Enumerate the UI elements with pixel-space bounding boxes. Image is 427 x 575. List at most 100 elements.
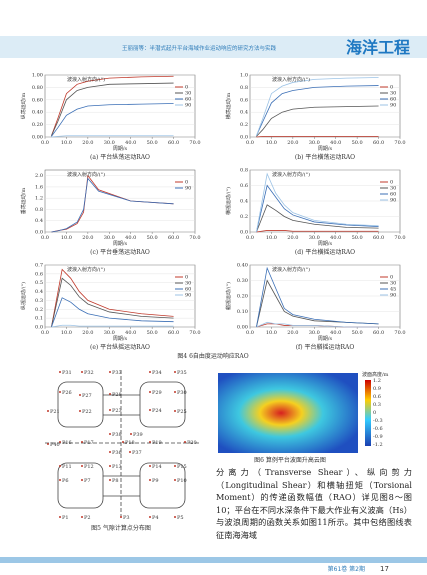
x-tick-label: 40.0 bbox=[125, 140, 136, 146]
y-axis-label: 纵摇运动/(°) bbox=[20, 282, 27, 310]
x-tick-label: 30.0 bbox=[104, 140, 115, 146]
point-label: P26 bbox=[62, 390, 72, 396]
colorbar-tick: 1.2 bbox=[373, 378, 381, 384]
legend-title: 波浪入射方向/(°) bbox=[67, 76, 105, 83]
point-label: P24 bbox=[152, 408, 162, 414]
legend-entry: 90 bbox=[185, 103, 191, 109]
caption: (a) 平台纵荡运动RAO bbox=[90, 153, 150, 161]
point-label: P28 bbox=[112, 392, 122, 398]
x-tick-label: 60.0 bbox=[373, 330, 384, 336]
point-label: P8 bbox=[112, 478, 119, 484]
y-tick-label: 0.60 bbox=[32, 97, 43, 103]
x-tick-label: 10.0 bbox=[266, 140, 277, 146]
x-axis-label: 周期/s bbox=[113, 336, 128, 342]
gap-point bbox=[109, 433, 111, 435]
x-tick-label: 60.0 bbox=[373, 140, 384, 146]
series-line bbox=[256, 230, 379, 233]
gap-point bbox=[149, 465, 151, 467]
y-tick-label: 0.6 bbox=[35, 271, 43, 277]
y-tick-label: 0.20 bbox=[32, 122, 43, 128]
y-tick-label: 0.4 bbox=[35, 218, 43, 224]
figure-caption: 图5 气隙计算点分布图 bbox=[91, 524, 151, 532]
y-tick-label: 0.4 bbox=[35, 289, 43, 295]
x-tick-label: 70.0 bbox=[394, 140, 405, 146]
x-tick-label: 0.0 bbox=[41, 330, 49, 336]
legend-entry: 30 bbox=[185, 91, 191, 97]
y-tick-label: 0.0 bbox=[35, 230, 43, 236]
series-line bbox=[51, 324, 174, 328]
gap-point bbox=[109, 479, 111, 481]
gap-point bbox=[79, 394, 81, 396]
point-label: P1 bbox=[62, 515, 69, 521]
gap-point bbox=[109, 409, 111, 411]
gap-point bbox=[174, 391, 176, 393]
point-label: P35 bbox=[177, 370, 187, 376]
x-tick-label: 40.0 bbox=[330, 235, 341, 241]
gap-point bbox=[47, 443, 49, 445]
point-label: P36 bbox=[112, 450, 122, 456]
gap-point bbox=[174, 516, 176, 518]
header-band bbox=[0, 36, 427, 58]
colorbar-title: 波面高度/m bbox=[362, 371, 389, 378]
x-tick-label: 30.0 bbox=[104, 330, 115, 336]
series-line bbox=[51, 82, 174, 136]
series-line bbox=[256, 279, 379, 328]
colorbar-tick: 0 bbox=[373, 410, 376, 416]
point-label: P27 bbox=[82, 393, 92, 399]
y-tick-label: 0.00 bbox=[32, 135, 43, 141]
legend-title: 波浪入射方向/(°) bbox=[67, 171, 105, 178]
colorbar-tick: 0.3 bbox=[373, 402, 381, 408]
gap-point bbox=[149, 441, 151, 443]
colorbar-tick: -1.2 bbox=[373, 442, 383, 448]
gap-point bbox=[149, 516, 151, 518]
series-line bbox=[256, 105, 379, 137]
x-tick-label: 50.0 bbox=[147, 140, 158, 146]
legend-entry: 60 bbox=[185, 97, 191, 103]
legend-entry: 60 bbox=[390, 97, 396, 103]
y-tick-label: 0.1 bbox=[35, 316, 43, 322]
y-tick-label: 0.0 bbox=[35, 325, 43, 331]
point-label: P10 bbox=[177, 478, 187, 484]
series-line bbox=[256, 321, 379, 328]
point-label: P38 bbox=[112, 432, 122, 438]
legend-entry: 0 bbox=[390, 275, 393, 281]
series-line bbox=[51, 135, 174, 138]
x-tick-label: 20.0 bbox=[82, 140, 93, 146]
gap-point bbox=[174, 371, 176, 373]
point-label: P40 bbox=[50, 442, 60, 448]
x-tick-label: 10.0 bbox=[61, 330, 72, 336]
gap-point bbox=[59, 516, 61, 518]
x-tick-label: 50.0 bbox=[147, 235, 158, 241]
gap-point bbox=[174, 465, 176, 467]
gap-point bbox=[122, 441, 124, 443]
x-axis-label: 周期/s bbox=[113, 146, 128, 152]
y-tick-label: 0.20 bbox=[237, 294, 248, 300]
running-title: 王丽丽等：半潜式起升平台海域作业运动响应的研究方法与实践 bbox=[122, 44, 277, 52]
caption: (d) 平台横摇运动RAO bbox=[295, 248, 355, 256]
y-tick-label: 0.30 bbox=[237, 278, 248, 284]
point-label: P30 bbox=[177, 390, 187, 396]
gap-point bbox=[81, 441, 83, 443]
point-label: P25 bbox=[177, 409, 187, 415]
x-axis-label: 周期/s bbox=[318, 241, 333, 247]
series-line bbox=[256, 266, 379, 328]
x-axis-label: 周期/s bbox=[318, 336, 333, 342]
legend-entry: 90 bbox=[390, 103, 396, 109]
point-label: P6 bbox=[62, 478, 69, 484]
caption: (c) 平台垂荡运动RAO bbox=[90, 248, 150, 256]
point-label: P33 bbox=[112, 370, 122, 376]
x-tick-label: 0.0 bbox=[41, 140, 49, 146]
y-tick-label: 0.2 bbox=[240, 214, 248, 220]
point-label: P29 bbox=[152, 390, 162, 396]
x-tick-label: 10.0 bbox=[61, 235, 72, 241]
legend-entry: 30 bbox=[390, 91, 396, 97]
gap-point bbox=[149, 479, 151, 481]
gap-point bbox=[109, 393, 111, 395]
gap-point bbox=[174, 479, 176, 481]
point-label: P21 bbox=[50, 409, 60, 415]
y-tick-label: 1.6 bbox=[35, 184, 43, 190]
gap-point bbox=[149, 409, 151, 411]
legend-entry: 90 bbox=[185, 293, 191, 299]
